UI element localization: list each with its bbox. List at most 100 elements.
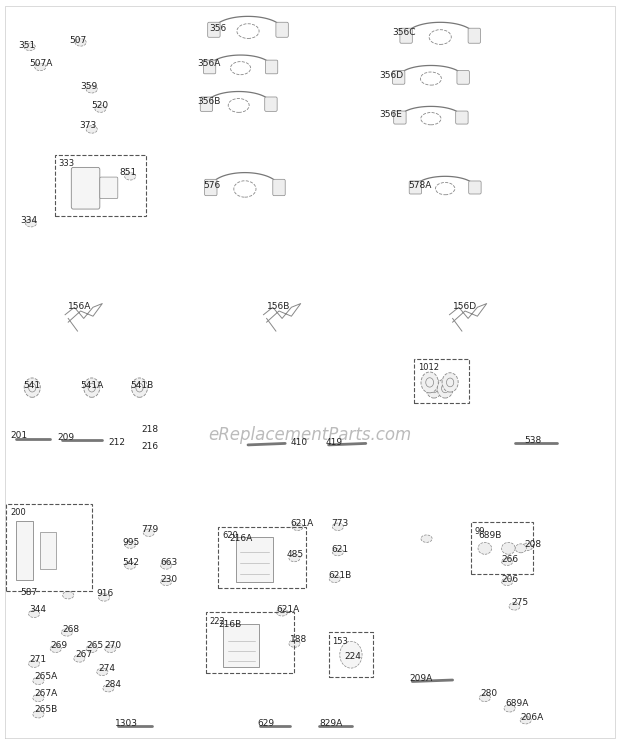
FancyBboxPatch shape [236,537,273,582]
Ellipse shape [103,684,114,692]
Text: 209A: 209A [409,674,433,683]
Text: 216: 216 [141,442,159,451]
Text: 280: 280 [480,689,498,698]
Ellipse shape [105,645,116,652]
FancyBboxPatch shape [400,28,412,43]
Ellipse shape [478,542,492,554]
Circle shape [24,378,40,397]
Text: 270: 270 [104,641,122,650]
Ellipse shape [143,529,154,536]
FancyBboxPatch shape [16,521,33,580]
Circle shape [131,378,148,397]
FancyBboxPatch shape [205,179,217,196]
FancyBboxPatch shape [468,28,481,43]
Ellipse shape [86,126,97,133]
FancyBboxPatch shape [71,167,100,209]
Circle shape [421,372,438,393]
FancyBboxPatch shape [100,177,118,199]
Text: 351: 351 [19,41,36,50]
Text: 507: 507 [69,36,87,45]
Text: 541A: 541A [81,381,104,390]
Ellipse shape [161,578,172,586]
Text: 1012: 1012 [418,363,439,372]
Text: 359: 359 [81,82,98,91]
Text: 356C: 356C [392,28,415,37]
Text: 541B: 541B [130,381,153,390]
Text: 621A: 621A [276,605,299,614]
Text: 829A: 829A [319,719,342,728]
Text: 1303: 1303 [115,719,138,728]
FancyBboxPatch shape [469,181,481,194]
Text: 230: 230 [160,575,177,584]
Circle shape [437,379,453,398]
Ellipse shape [329,575,340,583]
Text: 216A: 216A [229,534,253,543]
Text: 620: 620 [222,531,238,540]
FancyBboxPatch shape [200,97,213,112]
Text: 333: 333 [58,159,74,168]
Ellipse shape [502,558,513,565]
Text: 773: 773 [332,519,349,528]
Ellipse shape [24,43,35,51]
Text: 216B: 216B [218,620,241,629]
Ellipse shape [125,562,136,569]
Text: 156D: 156D [453,302,477,311]
Ellipse shape [86,645,97,652]
Text: 621B: 621B [329,571,352,580]
Text: 538: 538 [524,436,541,445]
FancyBboxPatch shape [265,97,277,112]
Text: 267: 267 [76,650,93,659]
Circle shape [340,641,362,668]
FancyBboxPatch shape [203,60,216,74]
FancyBboxPatch shape [392,71,405,84]
Text: 201: 201 [11,432,28,440]
Text: 206A: 206A [521,713,544,722]
Ellipse shape [25,219,37,227]
Ellipse shape [161,562,172,569]
Ellipse shape [99,594,110,601]
Ellipse shape [33,694,44,702]
Text: 156A: 156A [68,302,92,311]
Text: 689A: 689A [505,699,529,708]
Text: 222: 222 [210,617,225,626]
Text: 188: 188 [290,635,308,644]
Text: 356E: 356E [379,110,402,119]
Text: 621A: 621A [290,519,314,528]
Text: 587: 587 [20,588,38,597]
Text: 212: 212 [108,438,125,447]
Ellipse shape [29,610,40,618]
Ellipse shape [63,591,74,599]
Text: 275: 275 [512,598,529,607]
Ellipse shape [509,603,520,610]
Text: 265: 265 [87,641,104,650]
FancyBboxPatch shape [276,22,288,37]
FancyBboxPatch shape [223,624,259,667]
Ellipse shape [75,39,86,46]
Ellipse shape [277,609,288,616]
Ellipse shape [35,63,46,71]
Ellipse shape [504,705,515,712]
Text: 578A: 578A [408,181,432,190]
Text: 542: 542 [123,558,140,567]
Ellipse shape [421,535,432,542]
Ellipse shape [502,542,515,554]
Circle shape [442,373,458,392]
Ellipse shape [86,86,97,93]
Ellipse shape [289,554,300,562]
FancyBboxPatch shape [40,532,56,569]
Text: 265B: 265B [34,705,57,714]
Text: eReplacementParts.com: eReplacementParts.com [208,426,412,444]
Text: 274: 274 [98,664,115,673]
Text: 541: 541 [24,381,41,390]
Ellipse shape [125,541,136,548]
Text: 851: 851 [119,168,136,177]
Text: 356: 356 [210,24,227,33]
Ellipse shape [289,640,300,647]
Text: 419: 419 [326,438,343,447]
Text: 485: 485 [286,551,304,559]
FancyBboxPatch shape [409,181,422,194]
Text: 356D: 356D [379,71,404,80]
FancyBboxPatch shape [273,179,285,196]
FancyBboxPatch shape [208,22,220,37]
Text: 200: 200 [10,508,25,517]
